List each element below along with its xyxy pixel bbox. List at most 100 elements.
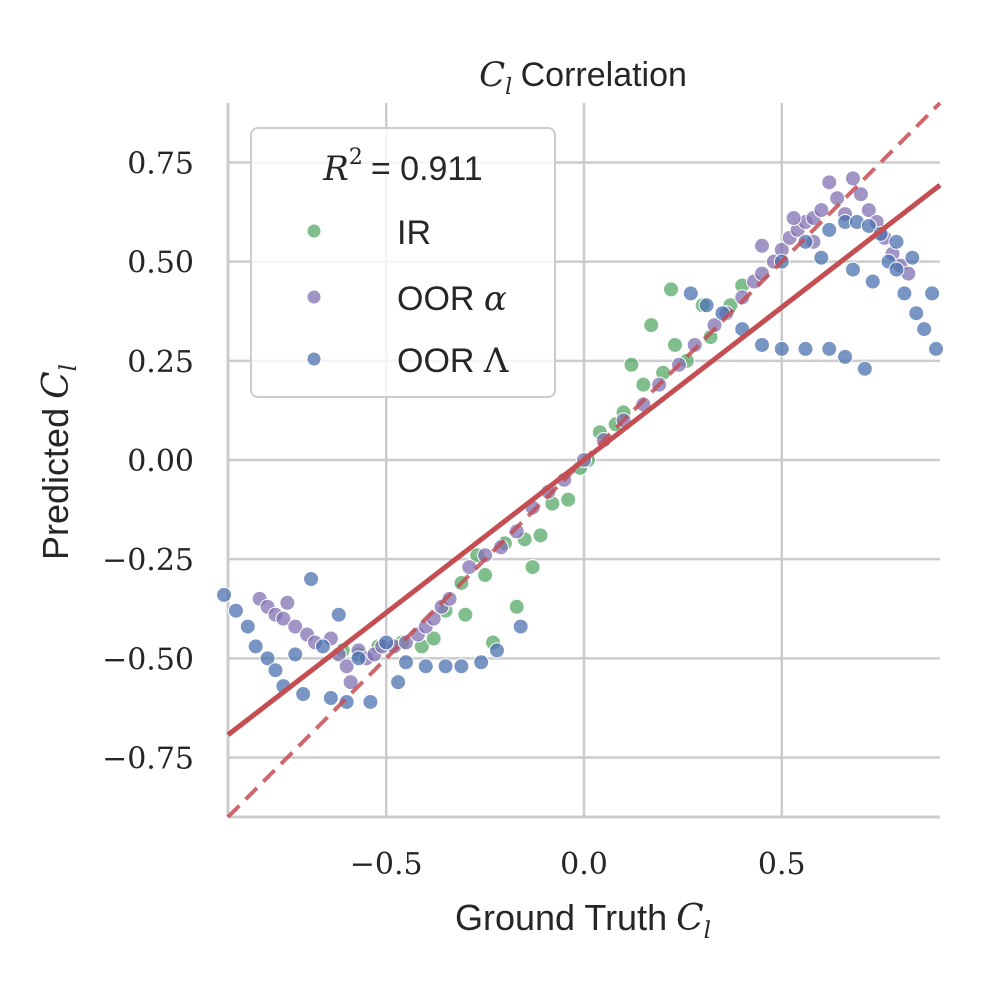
y-tick-label: −0.25 xyxy=(102,543,194,578)
y-tick-label: 0.25 xyxy=(127,345,194,380)
scatter-point xyxy=(216,586,233,603)
scatter-point xyxy=(908,305,925,322)
x-tick-labels: −0.5 0.0 0.5 xyxy=(350,847,806,882)
scatter-point xyxy=(378,634,395,651)
scatter-point xyxy=(924,285,941,302)
x-axis-label: Ground Truth Cl xyxy=(455,897,711,944)
scatter-point xyxy=(338,658,355,675)
scatter-point xyxy=(813,202,830,219)
y-tick-labels: 0.75 0.50 0.25 0.00 −0.25 −0.50 −0.75 xyxy=(102,147,194,777)
scatter-point xyxy=(524,559,541,576)
scatter-point xyxy=(896,285,913,302)
legend-marker-oor-lambda xyxy=(306,351,322,367)
scatter-point xyxy=(457,606,474,623)
x-tick-label: 0.0 xyxy=(560,847,608,882)
scatter-point xyxy=(417,658,434,675)
scatter-point xyxy=(560,491,577,508)
scatter-point xyxy=(314,638,331,655)
scatter-point xyxy=(643,317,660,334)
scatter-point xyxy=(473,654,490,671)
scatter-point xyxy=(275,610,292,627)
scatter-point xyxy=(322,690,339,706)
scatter-point xyxy=(279,594,296,611)
scatter-point xyxy=(852,186,869,203)
scatter-point xyxy=(860,217,877,234)
scatter-point xyxy=(663,281,680,298)
reference-lines xyxy=(226,101,942,819)
scatter-point xyxy=(821,174,838,191)
legend-label-ir: IR xyxy=(397,214,431,252)
scatter-point xyxy=(227,602,244,619)
chart-title: Cl Correlation xyxy=(479,55,687,100)
scatter-point xyxy=(888,261,905,278)
scatter-point xyxy=(797,340,814,357)
scatter-point xyxy=(928,340,945,357)
scatter-point xyxy=(682,285,699,302)
scatter-point xyxy=(844,170,861,187)
scatter-point xyxy=(666,336,683,353)
x-tick-label: 0.5 xyxy=(758,847,806,882)
scatter-point xyxy=(773,340,790,357)
scatter-point xyxy=(532,527,549,544)
y-axis-label: Predicted Cl xyxy=(35,364,82,560)
scatter-point xyxy=(512,618,529,635)
scatter-point xyxy=(398,654,414,671)
scatter-point xyxy=(623,356,640,373)
y-tick-label: −0.50 xyxy=(102,642,194,677)
scatter-point xyxy=(797,233,814,250)
scatter-point xyxy=(785,210,802,227)
scatter-point xyxy=(259,650,276,667)
legend-title: R2 = 0.911 xyxy=(322,145,482,189)
scatter-point xyxy=(686,336,703,353)
scatter-point xyxy=(267,662,284,679)
scatter-point xyxy=(247,638,264,655)
legend-label-oor-alpha: OOR α xyxy=(397,279,507,319)
scatter-point xyxy=(477,547,494,564)
scatter-point xyxy=(904,249,921,266)
scatter-point xyxy=(635,376,652,393)
legend-box xyxy=(250,127,556,398)
scatter-point xyxy=(342,674,359,691)
scatter-point xyxy=(888,233,905,250)
scatter-point xyxy=(821,221,838,238)
scatter-point xyxy=(821,340,838,357)
scatter-point xyxy=(303,571,320,587)
scatter-point xyxy=(295,686,312,703)
scatter-point xyxy=(844,261,861,278)
scatter-point xyxy=(698,297,715,314)
scatter-point xyxy=(398,634,414,651)
scatter-point xyxy=(508,523,525,540)
scatter-point xyxy=(477,567,494,584)
scatter-point xyxy=(813,249,830,266)
scatter-point xyxy=(437,658,454,675)
scatter-point xyxy=(441,590,458,607)
legend: R2 = 0.911 IR OOR α OOR Λ xyxy=(250,127,556,398)
axes xyxy=(226,103,940,819)
scatter-point xyxy=(856,360,873,377)
scatter-point xyxy=(287,646,304,663)
scatter-point xyxy=(706,317,723,334)
y-tick-label: 0.50 xyxy=(127,246,194,281)
scatter-point xyxy=(508,598,525,615)
scatter-point xyxy=(239,618,256,635)
y-tick-label: 0.00 xyxy=(127,444,194,479)
scatter-point xyxy=(916,321,933,338)
legend-marker-oor-alpha xyxy=(306,289,322,305)
scatter-point xyxy=(754,237,770,254)
scatter-point xyxy=(390,674,407,691)
scatter-point xyxy=(837,348,854,365)
legend-marker-ir xyxy=(306,223,322,239)
scatter-point xyxy=(754,336,770,353)
scatter-point xyxy=(492,539,509,556)
scatter-point xyxy=(734,289,751,306)
scatter-point xyxy=(864,273,881,290)
scatter-point xyxy=(453,658,470,675)
y-tick-label: −0.75 xyxy=(102,742,194,777)
y-tick-label: 0.75 xyxy=(127,147,194,182)
scatter-point xyxy=(287,618,304,635)
fit-line xyxy=(226,183,942,737)
scatter-point xyxy=(488,642,505,659)
scatter-point xyxy=(425,630,442,647)
scatter-point xyxy=(330,606,347,623)
